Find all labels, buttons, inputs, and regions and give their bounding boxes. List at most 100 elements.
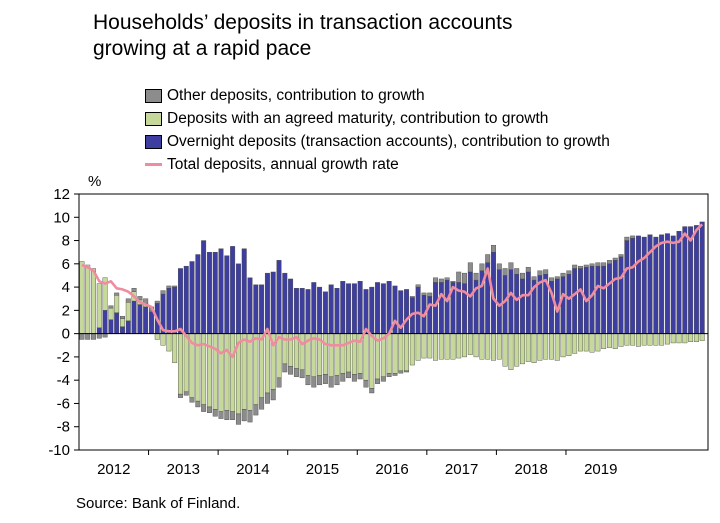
bar-other: [520, 272, 525, 280]
bar-agreed: [346, 333, 352, 373]
bar-other: [108, 305, 114, 309]
bar-overnight: [595, 265, 601, 334]
bar-other: [369, 388, 375, 394]
legend-item-overnight: Overnight deposits (transaction accounts…: [145, 130, 610, 153]
bar-other: [404, 370, 410, 373]
bar-overnight: [322, 291, 328, 334]
bar-other: [554, 276, 560, 280]
bar-agreed: [543, 333, 549, 360]
bar-agreed: [322, 333, 328, 375]
bar-overnight: [433, 282, 438, 334]
bar-overnight: [282, 272, 288, 334]
y-tick-label: 0: [62, 326, 70, 343]
bar-agreed: [264, 333, 270, 394]
bar-overnight: [688, 226, 694, 334]
bar-overnight: [363, 289, 369, 334]
bar-other: [392, 373, 398, 376]
bar-other: [189, 397, 195, 403]
bar-other: [595, 262, 601, 267]
bar-other: [201, 404, 207, 412]
bar-agreed: [618, 333, 624, 347]
bar-overnight: [577, 268, 583, 334]
bar-overnight: [618, 256, 624, 334]
bar-overnight: [125, 320, 131, 334]
bar-other: [438, 278, 444, 283]
bar-overnight: [334, 288, 340, 334]
bar-overnight: [293, 288, 299, 334]
bar-other: [247, 410, 253, 423]
bar-overnight: [311, 282, 317, 334]
bar-overnight: [270, 271, 276, 334]
bar-agreed: [340, 333, 346, 374]
bar-other: [235, 413, 241, 425]
bar-overnight: [693, 225, 699, 334]
bar-agreed: [299, 333, 305, 370]
bar-overnight: [624, 240, 630, 334]
legend-item-agreed: Deposits with an agreed maturity, contri…: [145, 107, 610, 130]
bar-overnight: [641, 236, 647, 334]
bar-overnight: [346, 283, 352, 334]
bar-overnight: [566, 274, 572, 334]
source-note: Source: Bank of Finland.: [76, 495, 241, 512]
bar-agreed: [212, 333, 218, 410]
bar-other: [351, 374, 357, 382]
bar-agreed: [102, 277, 108, 311]
bar-agreed: [606, 333, 612, 348]
bar-other: [102, 333, 108, 338]
bar-agreed: [572, 333, 578, 354]
y-tick-label: 4: [62, 279, 70, 296]
bar-other: [96, 333, 102, 339]
bar-agreed: [438, 333, 444, 360]
bar-other: [444, 277, 450, 281]
bar-agreed: [259, 333, 265, 398]
bar-agreed: [664, 333, 670, 345]
bar-agreed: [456, 333, 462, 359]
y-tick-label: -4: [57, 372, 70, 389]
bar-agreed: [647, 333, 653, 346]
bar-agreed: [520, 333, 525, 365]
bar-overnight: [247, 277, 253, 334]
bar-overnight: [218, 248, 224, 334]
bar-agreed: [549, 333, 554, 360]
bar-other: [230, 411, 236, 420]
bar-overnight: [369, 286, 375, 334]
legend-label-overnight: Overnight deposits (transaction accounts…: [167, 132, 610, 150]
bar-overnight: [572, 268, 578, 334]
bar-agreed: [241, 333, 247, 410]
bar-agreed: [415, 333, 421, 361]
bar-overnight: [659, 234, 665, 334]
bar-other: [601, 262, 607, 267]
bar-agreed: [183, 333, 189, 393]
bar-overnight: [177, 268, 183, 334]
bar-other: [91, 333, 96, 340]
bar-agreed: [125, 302, 131, 322]
bar-other: [120, 315, 125, 319]
bar-overnight: [525, 271, 531, 334]
bar-overnight: [444, 279, 450, 334]
bar-other: [125, 298, 131, 303]
bar-other: [462, 272, 467, 284]
bar-agreed: [659, 333, 665, 346]
bar-overnight: [195, 254, 201, 334]
bar-other: [334, 375, 340, 386]
bar-agreed: [421, 333, 427, 359]
bar-agreed: [450, 333, 456, 360]
bar-agreed: [386, 333, 392, 374]
bar-agreed: [398, 333, 404, 372]
bar-other: [340, 373, 346, 382]
legend-swatch-total: [145, 163, 162, 166]
chart-title: Households’ deposits in transaction acco…: [93, 10, 512, 62]
bar-agreed: [392, 333, 398, 374]
bar-overnight: [96, 327, 102, 334]
bar-overnight: [589, 265, 595, 334]
x-tick-label: 2016: [375, 461, 408, 478]
bar-agreed: [601, 333, 607, 349]
bar-other: [288, 366, 294, 375]
bar-overnight: [108, 319, 114, 334]
bar-overnight: [131, 300, 137, 334]
bar-other: [572, 264, 578, 269]
bar-overnight: [317, 286, 323, 334]
bar-agreed: [96, 283, 102, 329]
bar-agreed: [120, 318, 125, 327]
bar-agreed: [114, 295, 120, 313]
